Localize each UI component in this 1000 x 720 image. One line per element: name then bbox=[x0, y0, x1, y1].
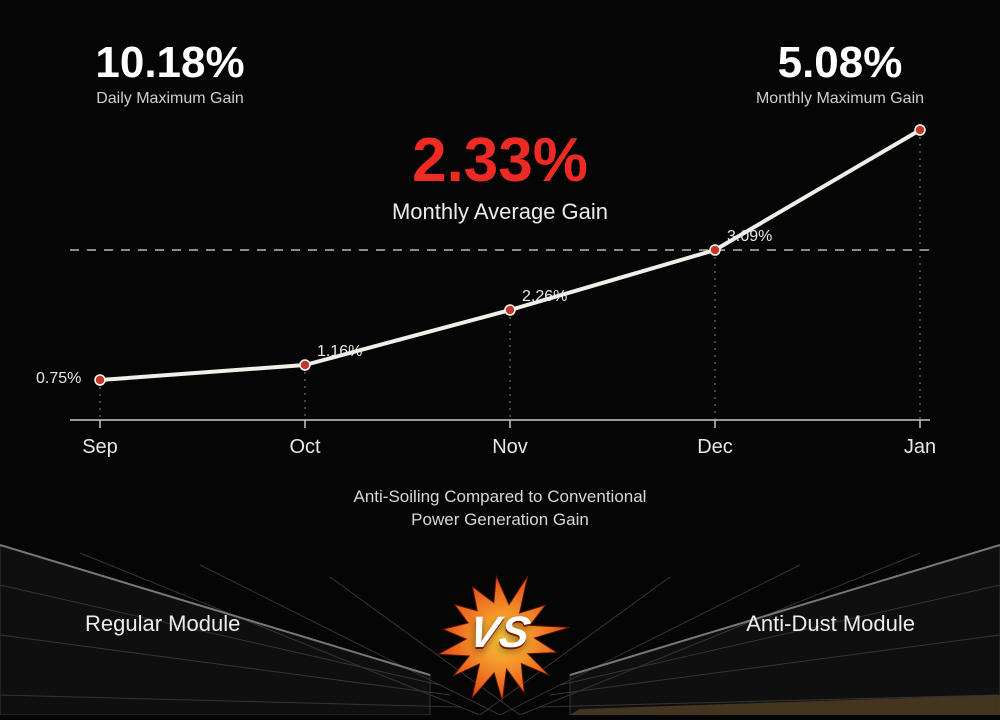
stat-daily-max: 10.18% Daily Maximum Gain bbox=[70, 40, 270, 108]
stat-daily-max-label: Daily Maximum Gain bbox=[70, 90, 270, 108]
x-axis-label: Nov bbox=[492, 436, 528, 459]
vs-badge: VS bbox=[430, 565, 570, 705]
point-label: 1.16% bbox=[317, 343, 362, 361]
x-axis-label: Dec bbox=[697, 436, 733, 459]
stat-monthly-max-value: 5.08% bbox=[730, 40, 950, 86]
chart-svg bbox=[70, 120, 930, 480]
x-axis-label: Jan bbox=[904, 436, 936, 459]
line-chart: Sep0.75%Oct1.16%Nov2.26%Dec3.09%Jan bbox=[70, 120, 930, 480]
x-axis-label: Sep bbox=[82, 436, 118, 459]
vs-text: VS bbox=[465, 608, 535, 658]
stat-daily-max-value: 10.18% bbox=[70, 40, 270, 86]
stat-monthly-max: 5.08% Monthly Maximum Gain bbox=[730, 40, 950, 108]
point-label: 0.75% bbox=[36, 370, 81, 388]
x-axis-label: Oct bbox=[289, 436, 320, 459]
point-label: 3.09% bbox=[727, 228, 772, 246]
stat-monthly-max-label: Monthly Maximum Gain bbox=[730, 90, 950, 108]
left-panel-label: Regular Module bbox=[85, 611, 240, 637]
point-label: 2.26% bbox=[522, 288, 567, 306]
right-panel-label: Anti-Dust Module bbox=[746, 611, 915, 637]
comparison-panels: Regular Module Anti-Dust Module VS bbox=[0, 495, 1000, 715]
